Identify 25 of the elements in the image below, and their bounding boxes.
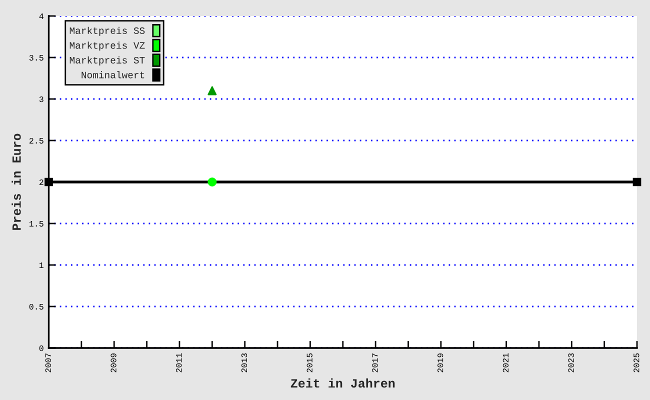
legend-label: Nominalwert <box>82 71 144 78</box>
x-tick-label: 2013 <box>241 353 248 372</box>
x-axis-title: Zeit in Jahren <box>290 378 395 388</box>
y-axis-title: Preis in Euro <box>12 134 21 230</box>
x-tick-label: 2025 <box>634 353 640 372</box>
legend-label: Marktpreis SS <box>70 26 145 36</box>
x-tick-label: 2019 <box>437 353 444 372</box>
x-tick-label: 2007 <box>45 354 51 372</box>
y-tick-label: 0.5 <box>29 304 44 310</box>
x-tick-label: 2023 <box>568 353 574 372</box>
y-tick-label: 3 <box>39 96 44 102</box>
y-tick-label: 2 <box>39 179 44 186</box>
y-tick-label: 3.5 <box>29 54 44 61</box>
x-tick-label: 2017 <box>372 354 378 372</box>
legend-label: Marktpreis ST <box>70 56 145 66</box>
y-tick-label: 1.5 <box>29 221 44 227</box>
y-tick-label: 0 <box>39 345 44 352</box>
legend-label: Marktpreis VZ <box>70 42 145 51</box>
y-tick-label: 4 <box>39 14 44 20</box>
y-tick-label: 1 <box>39 262 44 268</box>
y-tick-label: 2.5 <box>29 138 44 144</box>
x-tick-label: 2011 <box>176 353 182 372</box>
x-tick-label: 2015 <box>306 353 312 372</box>
x-tick-label: 2021 <box>502 353 509 372</box>
x-tick-label: 2009 <box>110 353 116 372</box>
